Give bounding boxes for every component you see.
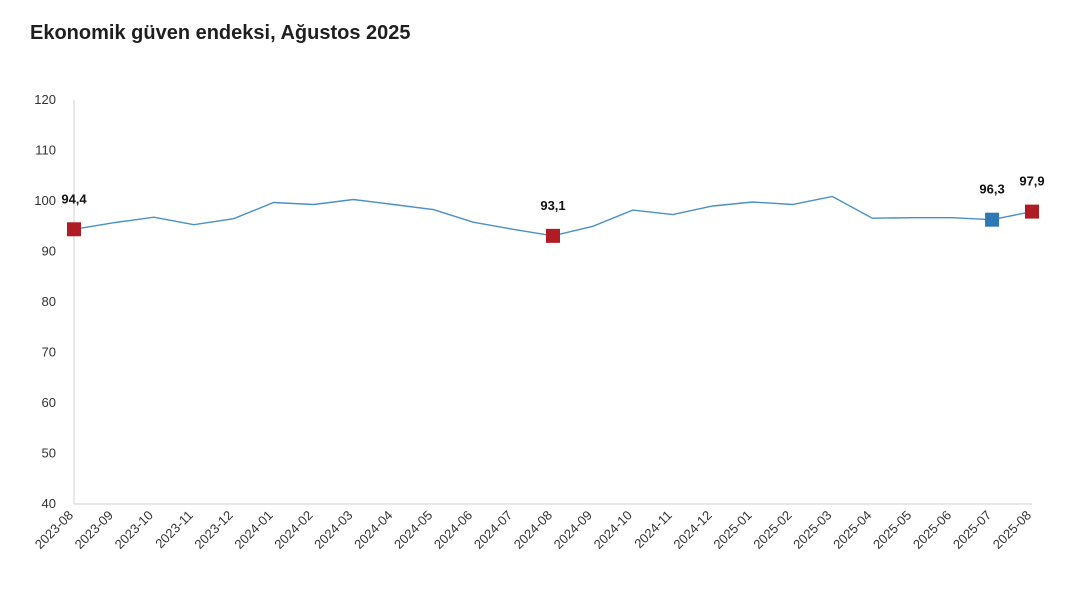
y-tick-label: 90 bbox=[42, 244, 56, 259]
x-tick-label: 2024-02 bbox=[271, 508, 315, 552]
y-tick-label: 110 bbox=[35, 143, 56, 158]
axes bbox=[73, 100, 1032, 505]
x-tick-label: 2024-03 bbox=[311, 508, 355, 552]
x-tick-label: 2025-01 bbox=[710, 508, 754, 552]
data-label: 96,3 bbox=[979, 182, 1004, 197]
x-tick-label: 2025-07 bbox=[950, 508, 994, 552]
y-tick-label: 70 bbox=[42, 345, 56, 360]
y-tick-label: 50 bbox=[42, 446, 56, 461]
x-tick-label: 2024-12 bbox=[670, 508, 714, 552]
data-point-marker bbox=[985, 212, 1000, 227]
y-tick-label: 120 bbox=[34, 92, 56, 107]
x-tick-label: 2024-08 bbox=[511, 508, 555, 552]
x-tick-label: 2025-05 bbox=[870, 508, 914, 552]
data-point-marker bbox=[1025, 204, 1039, 219]
x-tick-label: 2024-11 bbox=[631, 508, 675, 552]
data-point-marker bbox=[67, 222, 81, 237]
x-tick-label: 2023-08 bbox=[32, 508, 76, 552]
x-tick-label: 2024-01 bbox=[231, 508, 275, 552]
y-tick-label: 40 bbox=[42, 496, 56, 511]
x-tick-label: 2024-04 bbox=[351, 508, 395, 552]
data-label: 97,9 bbox=[1019, 174, 1044, 189]
y-tick-label: 80 bbox=[42, 294, 56, 309]
x-tick-label: 2024-06 bbox=[431, 508, 475, 552]
x-tick-label: 2024-05 bbox=[391, 508, 435, 552]
x-tick-label: 2025-08 bbox=[990, 508, 1034, 552]
x-tick-label: 2023-10 bbox=[112, 508, 156, 552]
x-tick-label: 2025-06 bbox=[910, 508, 954, 552]
x-tick-label: 2025-03 bbox=[790, 508, 834, 552]
x-tick-label: 2025-02 bbox=[750, 508, 794, 552]
data-point-marker bbox=[546, 228, 560, 243]
x-axis-ticks: 2023-082023-092023-102023-112023-122024-… bbox=[32, 508, 1034, 552]
x-tick-label: 2024-07 bbox=[471, 508, 515, 552]
x-tick-label: 2025-04 bbox=[830, 508, 874, 552]
highlight-markers bbox=[67, 204, 1039, 243]
data-label: 93,1 bbox=[540, 198, 565, 213]
y-axis-ticks: 40 50 60 70 80 90 100 110 120 bbox=[34, 92, 56, 511]
chart-title: Ekonomik güven endeksi, Ağustos 2025 bbox=[30, 22, 411, 44]
y-tick-label: 60 bbox=[42, 395, 56, 410]
x-tick-label: 2023-09 bbox=[72, 508, 116, 552]
x-tick-label: 2023-12 bbox=[191, 508, 235, 552]
x-tick-label: 2024-10 bbox=[591, 508, 635, 552]
x-tick-label: 2024-09 bbox=[551, 508, 595, 552]
x-tick-label: 2023-11 bbox=[152, 508, 196, 552]
data-labels: 94,4 93,1 96,3 97,9 bbox=[61, 174, 1044, 213]
y-tick-label: 100 bbox=[34, 193, 56, 208]
data-label: 94,4 bbox=[61, 191, 87, 206]
